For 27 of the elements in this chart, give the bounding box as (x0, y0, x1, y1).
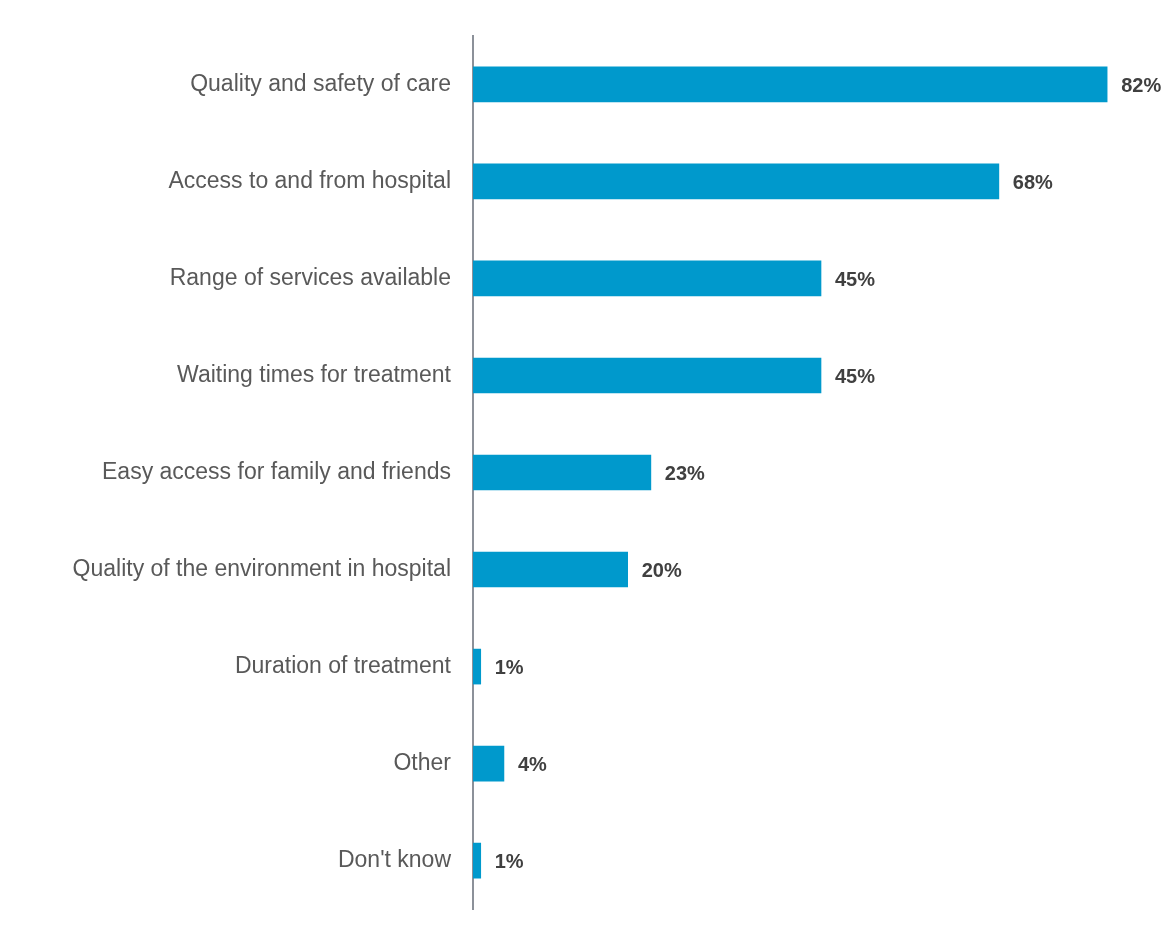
data-label: 68% (1012, 170, 1054, 193)
data-label: 20% (641, 559, 682, 582)
data-label: 45% (835, 364, 876, 387)
data-label: 4% (517, 753, 548, 776)
bar (473, 163, 1000, 200)
data-label: 23% (664, 462, 706, 485)
y-tick-label: Other (393, 748, 452, 775)
data-label: 45% (835, 267, 876, 290)
bar (473, 551, 628, 588)
bar (473, 842, 482, 879)
y-tick-label: Waiting times for treatment (177, 360, 452, 387)
bar (473, 454, 652, 491)
y-tick-label: Duration of treatment (234, 651, 452, 678)
bar (473, 745, 505, 782)
y-tick-label: Quality and safety of care (190, 69, 451, 96)
data-label: 1% (494, 850, 524, 873)
bar (473, 648, 482, 685)
y-tick-label: Don't know (337, 846, 452, 873)
y-tick-label: Quality of the environment in hospital (72, 554, 451, 581)
bar (473, 260, 822, 297)
data-label: 1% (494, 656, 524, 679)
data-label: 82% (1121, 73, 1162, 96)
y-tick-label: Range of services available (169, 263, 451, 290)
y-tick-label: Easy access for family and friends (102, 457, 451, 484)
y-tick-label: Access to and from hospital (168, 166, 451, 193)
bar (473, 357, 822, 394)
bar (473, 66, 1108, 103)
